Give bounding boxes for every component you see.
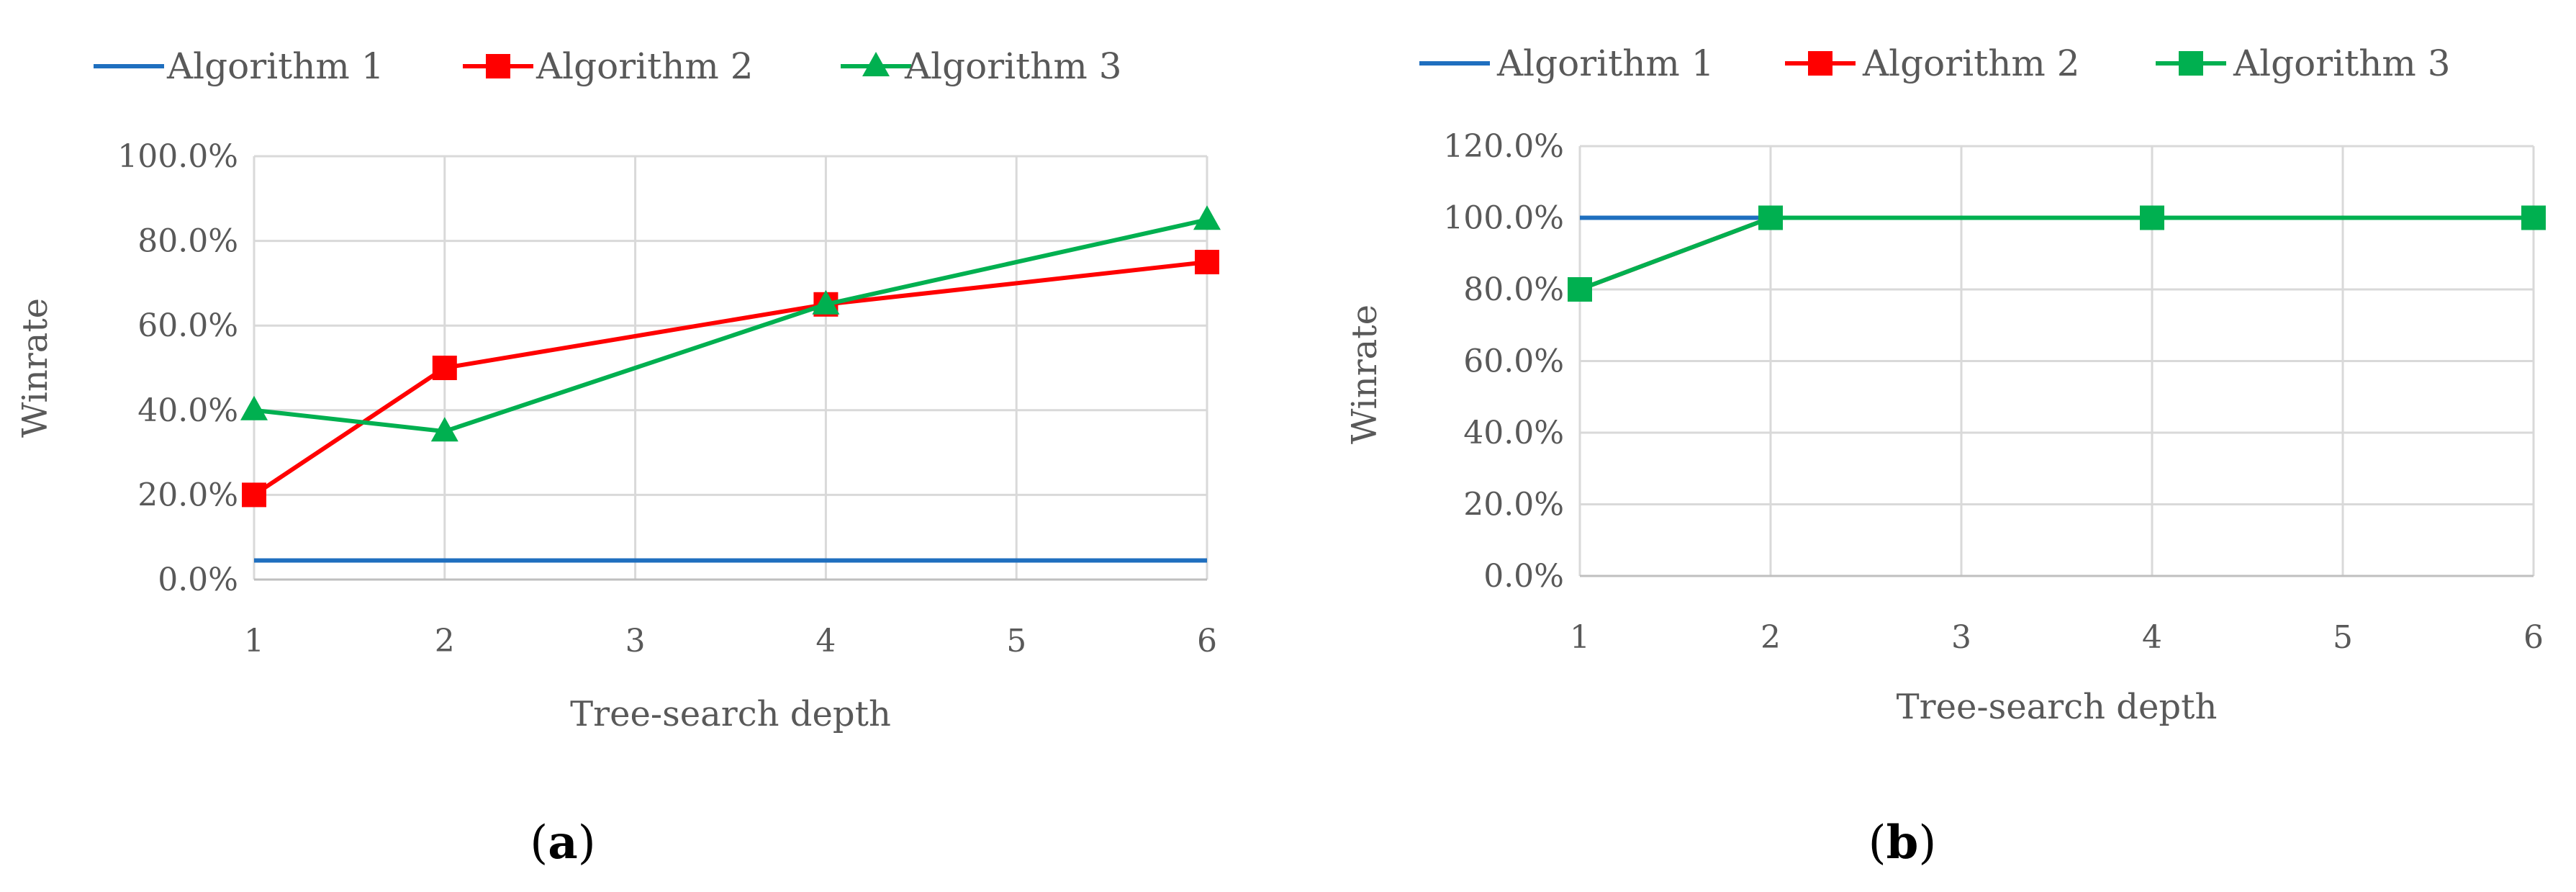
- legend-entry: Algorithm 1: [94, 45, 384, 87]
- x-axis-label: Tree-search depth: [570, 694, 891, 734]
- series-line: [1578, 215, 2534, 292]
- legend-label: Algorithm 2: [535, 45, 754, 87]
- data-point: [1193, 205, 1221, 230]
- legend-label: Algorithm 1: [1496, 42, 1714, 84]
- y-tick-label: 80.0%: [1463, 271, 1564, 308]
- data-point: [432, 356, 457, 380]
- chart-1: 0.0% 20.0% 40.0% 60.0% 80.0% 100.0% 1 2 3 4 5 6 Tree…: [15, 45, 1221, 870]
- series-line: [1578, 215, 2534, 292]
- y-tick-label: 100.0%: [1443, 200, 1564, 237]
- data-point: [862, 52, 890, 76]
- x-tick-label: 2: [435, 623, 455, 659]
- y-tick-label: 60.0%: [1463, 343, 1564, 380]
- y-tick-label: 60.0%: [137, 307, 238, 344]
- data-point: [2179, 51, 2203, 76]
- legend-entry: Algorithm 3: [841, 45, 1122, 87]
- y-tick-label: 0.0%: [158, 562, 238, 598]
- data-point: [486, 54, 510, 78]
- legend-entry: Algorithm 3: [2156, 42, 2451, 84]
- y-tick-label: 120.0%: [1443, 128, 1564, 165]
- series-algorithm-2: [1568, 205, 2546, 302]
- x-tick-label: 5: [2333, 619, 2353, 656]
- x-tick-label: 4: [2142, 619, 2162, 656]
- data-point: [1195, 250, 1219, 274]
- subfigure-caption: (a): [530, 816, 595, 870]
- x-tick-label: 2: [1761, 619, 1781, 656]
- y-tick-label: 20.0%: [137, 477, 238, 513]
- legend-entry: Algorithm 2: [1785, 42, 2080, 84]
- data-point: [242, 482, 266, 508]
- y-tick-label: 20.0%: [1463, 487, 1564, 523]
- y-tick-label: 40.0%: [137, 392, 238, 429]
- y-tick-label: 0.0%: [1483, 558, 1564, 595]
- y-tick-label: 40.0%: [1463, 415, 1564, 451]
- data-point: [812, 289, 840, 315]
- series-algorithm-3: [240, 205, 1221, 442]
- subfigure-caption: (b): [1868, 816, 1937, 870]
- data-point: [1568, 277, 1592, 302]
- legend-label: Algorithm 1: [166, 45, 384, 87]
- legend-entry: Algorithm 2: [463, 45, 754, 87]
- series-line: [253, 217, 1208, 434]
- series-algorithm-3: [1568, 205, 2546, 302]
- series-algorithm-2: [242, 250, 1219, 508]
- chart-2: 0.0% 20.0% 40.0% 60.0% 80.0% 100.0% 120.0% 1 2 3 4…: [1345, 42, 2546, 870]
- data-point: [2140, 205, 2164, 230]
- data-point: [1808, 51, 1832, 76]
- x-tick-label: 3: [625, 623, 646, 659]
- data-point: [1758, 205, 1783, 230]
- x-tick-label: 1: [1570, 619, 1590, 656]
- x-axis-label: Tree-search depth: [1897, 687, 2218, 727]
- gridlines: [1578, 145, 2535, 577]
- y-tick-label: 100.0%: [117, 138, 238, 175]
- y-axis-label: Winrate: [15, 298, 55, 438]
- x-tick-label: 3: [1951, 619, 1971, 656]
- x-tick-label: 5: [1006, 623, 1026, 659]
- x-tick-label: 1: [244, 623, 264, 659]
- data-point: [2521, 205, 2546, 230]
- data-point: [240, 395, 268, 420]
- x-tick-label: 4: [815, 623, 836, 659]
- y-tick-label: 80.0%: [137, 223, 238, 260]
- y-axis-label: Winrate: [1345, 305, 1385, 444]
- data-point: [430, 417, 458, 442]
- series-line: [253, 260, 1208, 497]
- legend-label: Algorithm 2: [1862, 42, 2080, 84]
- x-tick-label: 6: [1197, 623, 1217, 659]
- legend-label: Algorithm 3: [2233, 42, 2451, 84]
- gridlines: [253, 155, 1208, 581]
- x-tick-label: 6: [2523, 619, 2544, 656]
- legend-entry: Algorithm 1: [1419, 42, 1714, 84]
- legend-label: Algorithm 3: [904, 45, 1122, 87]
